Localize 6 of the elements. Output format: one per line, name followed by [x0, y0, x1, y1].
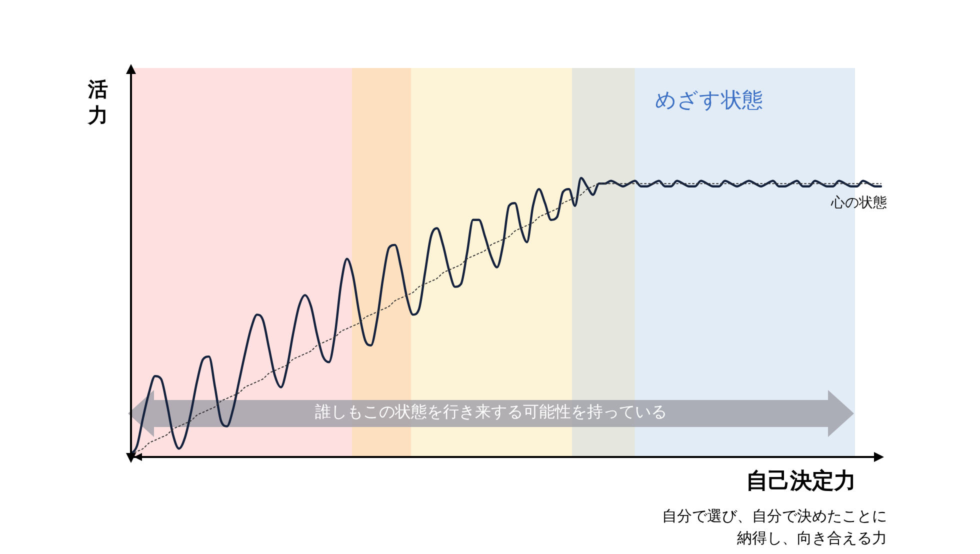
- annotation: 誰しもこの状態を行き来する可能性を持っている: [314, 401, 668, 423]
- x-axis-title: 自己決定力: [746, 468, 856, 496]
- series-label: 心の状態: [830, 195, 887, 212]
- text: 自分で選び、自分で決めたことに納得し、向き合える力: [661, 506, 887, 549]
- y-axis-title: 活力: [88, 76, 109, 128]
- text: めざす状態: [655, 87, 763, 114]
